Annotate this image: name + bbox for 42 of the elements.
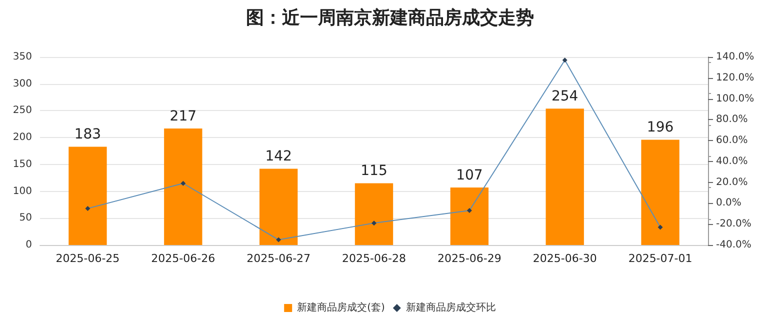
y2-tick-label: -40.0%: [716, 240, 752, 250]
bar: [354, 183, 394, 245]
y-tick-label: 250: [12, 105, 32, 116]
y2-tick-label: 20.0%: [716, 176, 748, 188]
x-tick-label: 2025-06-30: [532, 252, 597, 265]
y2-tick-label: 0.0%: [716, 198, 742, 209]
x-tick-label: 2025-06-26: [151, 252, 216, 265]
bar: [641, 140, 680, 245]
y-tick-label: 350: [12, 52, 32, 62]
bar: [68, 146, 107, 245]
bar: [546, 108, 584, 245]
x-tick-label: 2025-07-01: [628, 252, 692, 265]
y2-tick-label: 60.0%: [716, 135, 748, 146]
y-tick-label: 0: [26, 240, 32, 250]
data-label: 183: [74, 126, 102, 143]
legend-label: 新建商品房成交(套): [297, 302, 385, 314]
x-tick-label: 2025-06-28: [342, 252, 406, 265]
bar: [164, 128, 202, 245]
data-label: 142: [265, 148, 292, 165]
x-tick-label: 2025-06-29: [437, 252, 502, 265]
y2-tick-label: 120.0%: [716, 72, 754, 84]
data-label: 107: [456, 168, 483, 184]
y-tick-label: 300: [12, 78, 32, 90]
y-tick-label: 200: [12, 132, 32, 144]
legend-label: 新建商品房成交环比: [406, 302, 496, 314]
x-tick-label: 2025-06-27: [246, 252, 311, 265]
y2-tick-label: 140.0%: [716, 52, 754, 62]
chart-title: 图：近一周南京新建商品房成交走势: [246, 8, 534, 28]
data-label: 196: [646, 120, 674, 136]
bar: [450, 188, 489, 245]
y-tick-label: 100: [12, 186, 32, 197]
y2-tick-label: 80.0%: [716, 114, 748, 126]
data-label: 254: [551, 88, 578, 105]
y-tick-label: 50: [19, 212, 32, 224]
y2-tick-label: 40.0%: [716, 156, 748, 167]
y2-tick-label: -20.0%: [716, 218, 752, 230]
x-tick-label: 2025-06-25: [56, 252, 120, 265]
data-label: 217: [170, 108, 197, 124]
data-label: 115: [360, 163, 388, 180]
bar: [259, 168, 298, 245]
y-tick-label: 150: [12, 158, 32, 170]
y2-tick-label: 100.0%: [716, 93, 754, 104]
